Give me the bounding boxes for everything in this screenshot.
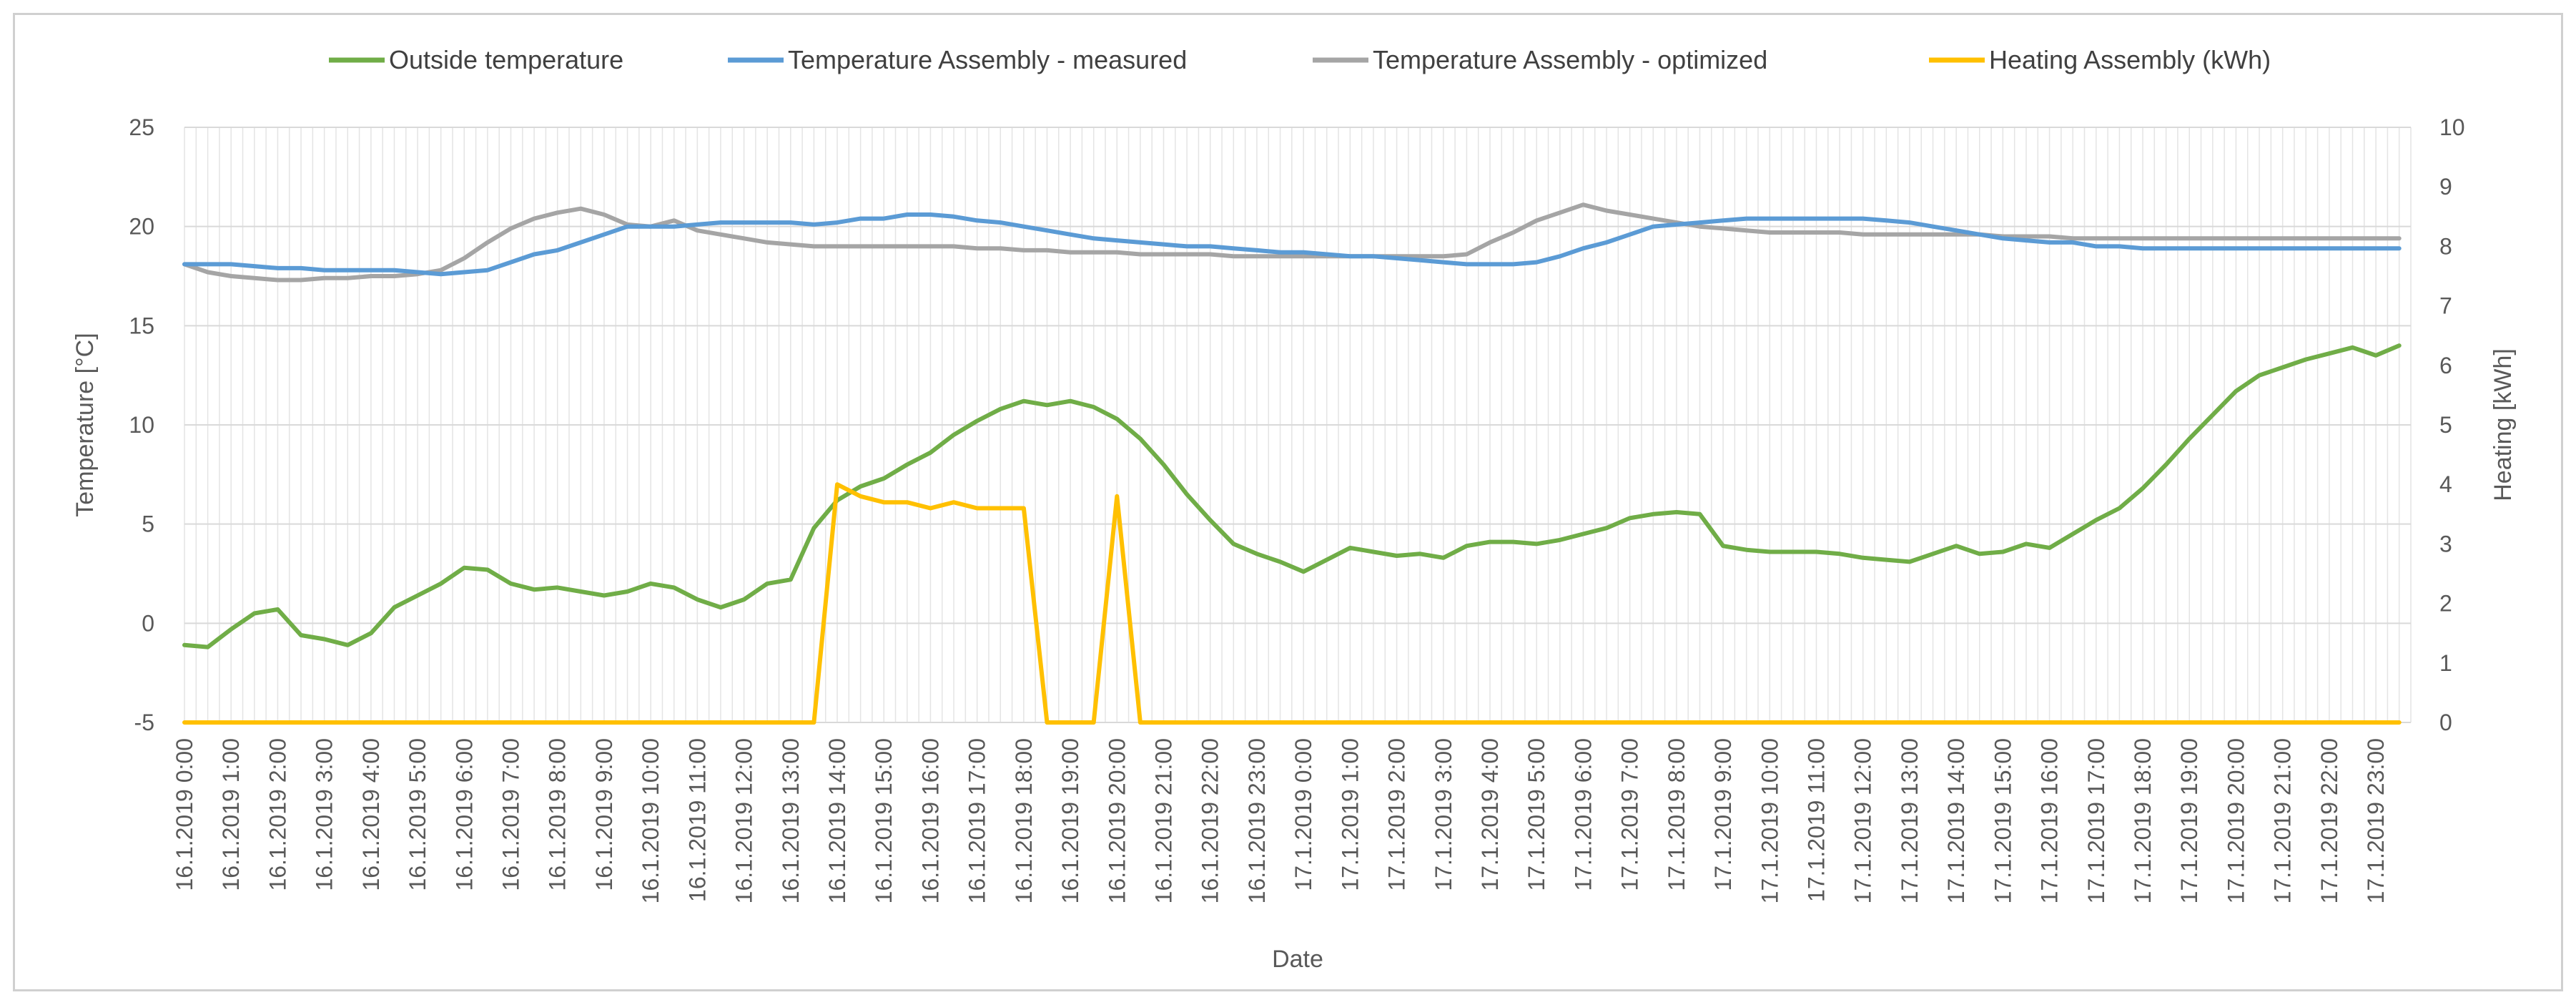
legend-label: Temperature Assembly - optimized [1373, 45, 1767, 74]
x-tick-label: 17.1.2019 21:00 [2270, 738, 2296, 903]
series-line-heating-assembly-kwh [182, 482, 2402, 725]
y-tick-label: -5 [134, 710, 154, 735]
x-tick-label: 17.1.2019 0:00 [1291, 738, 1316, 891]
legend-label: Outside temperature [389, 45, 623, 74]
x-tick-label: 16.1.2019 3:00 [312, 738, 337, 891]
x-tick-label: 17.1.2019 3:00 [1431, 738, 1456, 891]
y2-tick-label: 1 [2439, 650, 2452, 676]
x-tick-label: 16.1.2019 14:00 [824, 738, 850, 903]
x-tick-label: 17.1.2019 18:00 [2130, 738, 2156, 903]
x-tick-label: 17.1.2019 1:00 [1337, 738, 1363, 891]
x-tick-label: 16.1.2019 20:00 [1104, 738, 1130, 903]
x-tick-label: 16.1.2019 1:00 [218, 738, 244, 891]
y-axis-title: Temperature [°C] [71, 333, 99, 516]
y-tick-label: 25 [129, 114, 154, 140]
y2-tick-label: 10 [2439, 114, 2465, 140]
x-tick-label: 16.1.2019 2:00 [265, 738, 290, 891]
y-tick-label: 15 [129, 313, 154, 338]
x-tick-label: 16.1.2019 6:00 [451, 738, 477, 891]
x-tick-label: 16.1.2019 16:00 [917, 738, 943, 903]
x-tick-label: 16.1.2019 0:00 [172, 738, 197, 891]
legend-label: Temperature Assembly - measured [788, 45, 1187, 74]
x-tick-label: 16.1.2019 17:00 [964, 738, 990, 903]
y2-tick-label: 9 [2439, 174, 2452, 200]
x-tick-label: 17.1.2019 15:00 [1990, 738, 2015, 903]
axes: -5 0 5 10 15 20 25 0 1 2 3 4 5 6 7 8 9 10 16.1.2019 0:00 16… [71, 114, 2517, 973]
x-tick-label: 16.1.2019 19:00 [1057, 738, 1083, 903]
y-tick-label: 5 [142, 511, 154, 537]
x-tick-label: 17.1.2019 6:00 [1570, 738, 1596, 891]
x-tick-label: 17.1.2019 16:00 [2037, 738, 2063, 903]
x-tick-label: 16.1.2019 4:00 [358, 738, 384, 891]
series-line-outside-temperature [182, 343, 2402, 649]
x-tick-label: 17.1.2019 11:00 [1804, 738, 1830, 902]
y2-tick-label: 5 [2439, 412, 2452, 438]
x-tick-label: 17.1.2019 20:00 [2223, 738, 2249, 903]
legend-label: Heating Assembly (kWh) [1989, 45, 2271, 74]
x-tick-label: 16.1.2019 21:00 [1151, 738, 1177, 903]
x-tick-label: 17.1.2019 7:00 [1617, 738, 1643, 891]
x-tick-label: 16.1.2019 13:00 [778, 738, 804, 903]
x-tick-label: 17.1.2019 10:00 [1757, 738, 1782, 903]
x-tick-label: 17.1.2019 13:00 [1897, 738, 1923, 903]
y2-tick-label: 4 [2439, 471, 2452, 497]
x-tick-label: 16.1.2019 11:00 [684, 738, 710, 902]
x-tick-label: 17.1.2019 12:00 [1850, 738, 1876, 903]
x-tick-label: 17.1.2019 19:00 [2176, 738, 2202, 903]
grid [184, 127, 2412, 723]
chart-frame [13, 13, 2563, 991]
y-tick-label: 10 [129, 412, 154, 438]
x-tick-label: 16.1.2019 15:00 [871, 738, 897, 903]
x-tick-label: 17.1.2019 8:00 [1664, 738, 1689, 891]
legend: Outside temperature Temperature Assembly … [329, 45, 2271, 74]
y2-tick-label: 6 [2439, 353, 2452, 378]
x-tick-label: 17.1.2019 23:00 [2363, 738, 2389, 903]
x-tick-label: 17.1.2019 14:00 [1943, 738, 1969, 903]
x-tick-label: 16.1.2019 12:00 [731, 738, 757, 903]
series-line-temperature-assembly-measured [182, 212, 2402, 277]
x-tick-label: 16.1.2019 22:00 [1198, 738, 1223, 903]
y2-tick-label: 8 [2439, 233, 2452, 259]
y2-tick-label: 2 [2439, 591, 2452, 617]
x-tick-label: 16.1.2019 9:00 [591, 738, 617, 891]
y2-tick-label: 3 [2439, 531, 2452, 557]
x-tick-label: 16.1.2019 8:00 [545, 738, 571, 891]
x-tick-label: 17.1.2019 2:00 [1384, 738, 1410, 891]
x-tick-label: 17.1.2019 17:00 [2083, 738, 2109, 903]
y2-tick-label: 0 [2439, 710, 2452, 735]
x-tick-label: 17.1.2019 4:00 [1477, 738, 1503, 891]
series-line-temperature-assembly-optimized [182, 202, 2402, 283]
y-tick-label: 20 [129, 214, 154, 240]
x-tick-label: 16.1.2019 18:00 [1011, 738, 1037, 903]
x-axis-title: Date [1272, 946, 1323, 973]
x-tick-label: 17.1.2019 22:00 [2316, 738, 2342, 903]
y2-axis-title: Heating [kWh] [2489, 348, 2517, 501]
x-tick-label: 17.1.2019 9:00 [1710, 738, 1736, 891]
series-layer [182, 202, 2402, 725]
y-tick-label: 0 [142, 610, 154, 636]
x-tick-label: 16.1.2019 23:00 [1244, 738, 1270, 903]
x-tick-label: 16.1.2019 10:00 [638, 738, 663, 903]
x-tick-label: 17.1.2019 5:00 [1524, 738, 1549, 891]
x-tick-label: 16.1.2019 5:00 [405, 738, 430, 891]
x-tick-label: 16.1.2019 7:00 [498, 738, 524, 891]
y2-tick-label: 7 [2439, 293, 2452, 319]
